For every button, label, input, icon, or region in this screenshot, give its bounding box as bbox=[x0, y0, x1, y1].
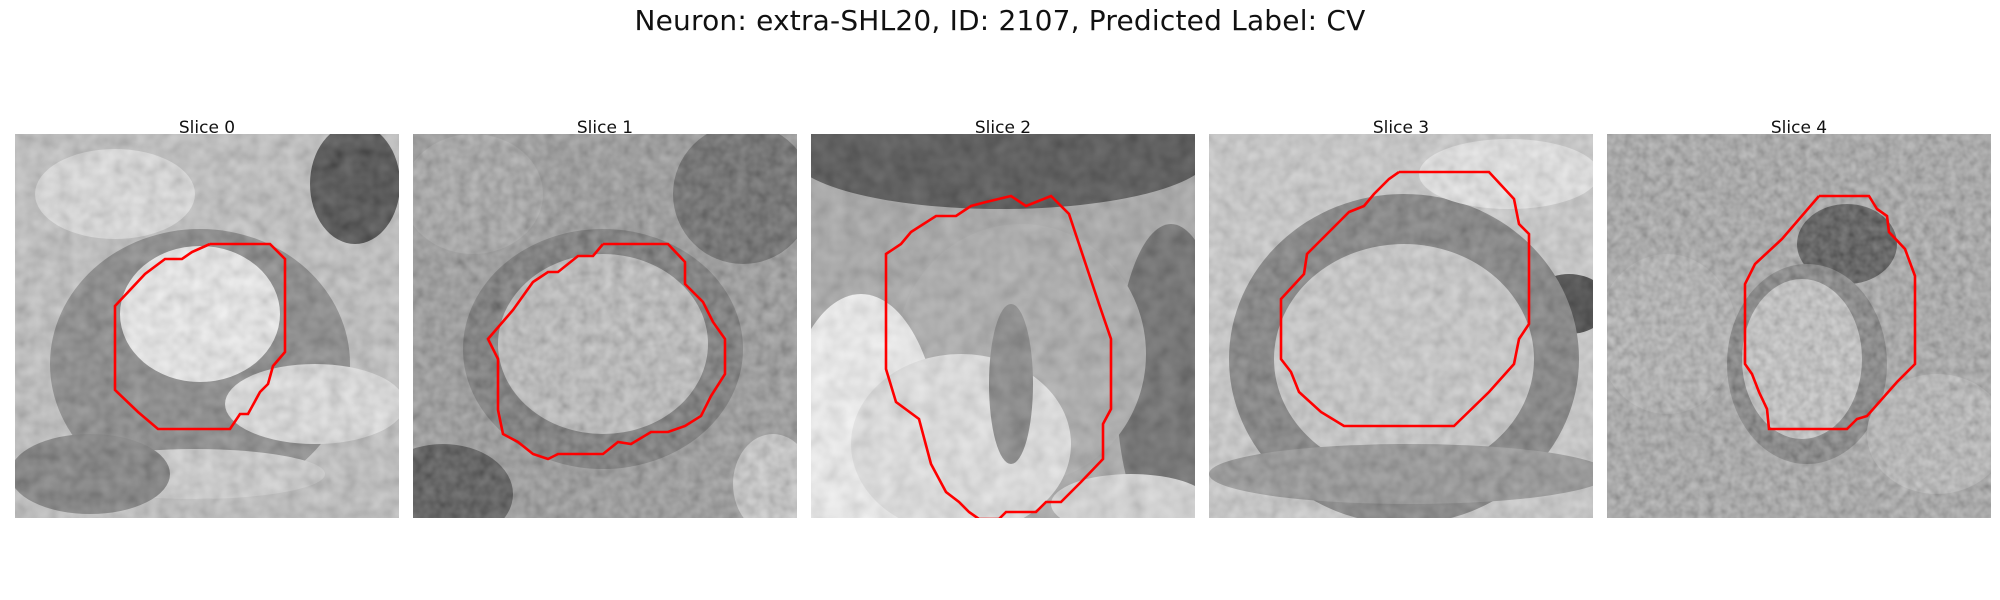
slice-title-0: Slice 0 bbox=[178, 118, 236, 138]
slice-title-3: Slice 3 bbox=[1372, 118, 1430, 138]
figure-title: Neuron: extra-SHL20, ID: 2107, Predicted… bbox=[634, 4, 1366, 37]
contour-3 bbox=[1279, 170, 1531, 428]
slice-title-2: Slice 2 bbox=[974, 118, 1032, 138]
slice-image-0 bbox=[15, 134, 399, 518]
contour-2 bbox=[884, 194, 1113, 518]
contour-4 bbox=[1743, 194, 1917, 431]
contour-0 bbox=[113, 242, 287, 431]
slice-image-1 bbox=[413, 134, 797, 518]
slice-image-4 bbox=[1607, 134, 1991, 518]
slice-title-4: Slice 4 bbox=[1770, 118, 1828, 138]
slice-title-1: Slice 1 bbox=[576, 118, 634, 138]
slice-image-2 bbox=[811, 134, 1195, 518]
slice-image-3 bbox=[1209, 134, 1593, 518]
contour-1 bbox=[486, 242, 727, 461]
